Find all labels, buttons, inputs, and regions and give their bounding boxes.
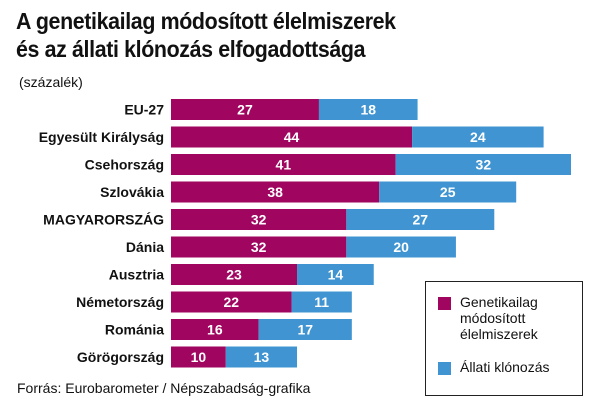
data-label-cloning: 24	[470, 129, 486, 145]
category-label: MAGYARORSZÁG	[43, 212, 164, 228]
bar-cloning	[318, 99, 418, 120]
data-label-cloning: 14	[328, 267, 344, 283]
chart-legend: Genetikailag módosított élelmiszerek Áll…	[425, 281, 583, 396]
bar-gm	[171, 209, 347, 230]
data-label-gm: 16	[207, 322, 223, 338]
bar-cloning	[379, 181, 517, 203]
data-label-cloning: 11	[314, 294, 329, 310]
legend-swatch-gm	[438, 297, 451, 310]
category-label: Szlovákia	[100, 184, 164, 200]
legend-item-gm: Genetikailag módosított élelmiszerek	[438, 294, 538, 342]
bar-cloning	[291, 291, 352, 313]
chart-title: A genetikailag módosított élelmiszerek é…	[16, 8, 396, 62]
data-label-cloning: 17	[297, 322, 313, 338]
category-label: Ausztria	[109, 267, 164, 283]
bar-chart: EU-27 27 18 Egyesült Királyság 44 24 Csehorszá…	[39, 99, 571, 368]
data-label-gm: 38	[267, 184, 283, 200]
data-label-cloning: 32	[476, 157, 492, 173]
data-label-cloning: 20	[393, 239, 409, 255]
bar-gm	[171, 319, 259, 340]
bar-gm	[171, 99, 319, 120]
category-label: EU-27	[124, 102, 164, 118]
bar-gm	[171, 181, 380, 203]
legend-swatch-cloning	[438, 362, 451, 375]
bar-cloning	[346, 236, 456, 258]
bar-gm	[171, 126, 413, 148]
data-label-gm: 22	[223, 294, 239, 310]
category-label: Egyesült Királyság	[39, 129, 164, 145]
bar-gm	[171, 154, 396, 175]
category-label: Románia	[105, 322, 164, 338]
legend-label-cloning: Állati klónozás	[460, 359, 550, 375]
bar-gm	[171, 264, 298, 285]
bar-cloning	[258, 319, 352, 340]
legend-label-gm: Genetikailag módosított élelmiszerek	[460, 294, 538, 342]
data-label-gm: 41	[276, 157, 292, 173]
data-label-gm: 27	[237, 102, 253, 118]
data-label-cloning: 18	[360, 102, 376, 118]
data-label-gm: 32	[251, 212, 267, 228]
bar-gm	[171, 346, 226, 368]
category-label: Görögország	[77, 349, 164, 365]
chart-subtitle: (százalék)	[19, 74, 83, 90]
data-label-cloning: 13	[254, 349, 270, 365]
data-label-gm: 44	[284, 129, 300, 145]
category-label: Dánia	[126, 239, 164, 255]
bar-cloning	[297, 264, 374, 285]
category-label: Csehország	[85, 157, 164, 173]
data-label-gm: 32	[251, 239, 267, 255]
bar-cloning	[346, 209, 495, 230]
bar-cloning	[412, 126, 544, 148]
category-label: Németország	[76, 294, 164, 310]
legend-item-cloning: Állati klónozás	[438, 359, 550, 375]
data-label-gm: 23	[226, 267, 242, 283]
data-label-cloning: 27	[413, 212, 429, 228]
bar-gm	[171, 291, 292, 313]
bar-gm	[171, 236, 347, 258]
data-label-cloning: 25	[440, 184, 456, 200]
bar-cloning	[395, 154, 571, 175]
source-note: Forrás: Eurobarometer / Népszabadság-gra…	[17, 380, 311, 396]
bar-cloning	[225, 346, 298, 368]
data-label-gm: 10	[191, 349, 207, 365]
